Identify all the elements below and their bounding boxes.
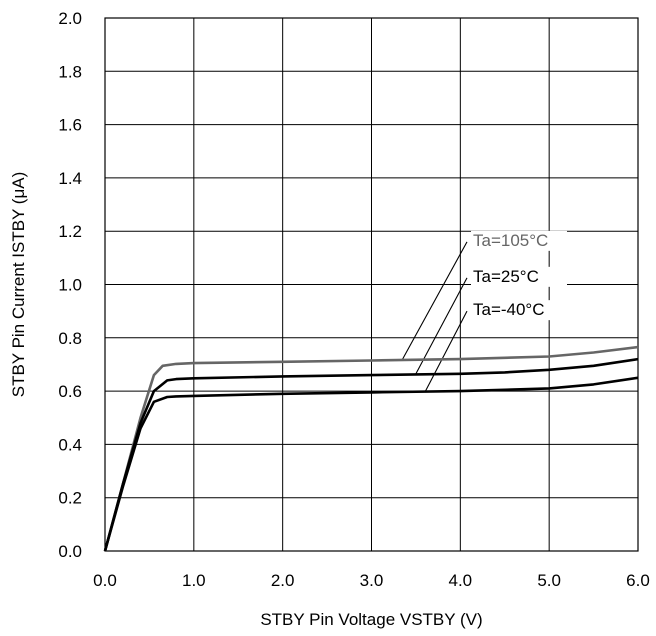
series-label-2: Ta=-40°C (473, 300, 545, 319)
x-tick-label: 2.0 (271, 571, 295, 590)
y-tick-label: 1.4 (58, 169, 82, 188)
series-line-0 (103, 345, 639, 552)
series-label-backgrounds (470, 230, 567, 321)
series-lines (103, 345, 639, 552)
annotation-leader-2 (424, 310, 468, 393)
series-label-bg-0 (470, 230, 567, 251)
y-tick-label: 0.8 (58, 329, 82, 348)
x-tick-labels: 0.0 1.0 2.0 3.0 4.0 5.0 6.0 (93, 571, 650, 590)
y-tick-labels: 0.0 0.2 0.4 0.6 0.8 1.0 1.2 1.4 1.6 1.8 2.0 (58, 9, 82, 561)
y-tick-label: 1.6 (58, 116, 82, 135)
y-axis-label: STBY Pin Current ISTBY (μA) (9, 172, 28, 398)
x-axis-label: STBY Pin Voltage VSTBY (V) (260, 610, 482, 629)
y-tick-label: 0.0 (58, 542, 82, 561)
annotation-leaders (402, 241, 468, 393)
y-tick-label: 0.4 (58, 435, 82, 454)
y-tick-label: 1.0 (58, 276, 82, 295)
x-tick-label: 1.0 (182, 571, 206, 590)
series-label-1: Ta=25°C (473, 267, 539, 286)
y-tick-label: 2.0 (58, 9, 82, 28)
x-tick-label: 4.0 (449, 571, 473, 590)
y-tick-label: 1.2 (58, 222, 82, 241)
x-tick-label: 3.0 (360, 571, 384, 590)
series-label-bg-1 (470, 266, 567, 287)
x-tick-label: 0.0 (93, 571, 117, 590)
series-label-bg-2 (470, 300, 567, 321)
annotation-leader-1 (415, 277, 468, 375)
y-tick-label: 0.2 (58, 489, 82, 508)
x-tick-label: 5.0 (537, 571, 561, 590)
series-label-0: Ta=105°C (473, 231, 548, 250)
x-tick-label: 6.0 (626, 571, 650, 590)
series-line-2 (103, 376, 639, 552)
annotation-leader-0 (402, 241, 468, 360)
y-tick-label: 0.6 (58, 382, 82, 401)
series-line-1 (103, 357, 639, 552)
series-labels: Ta=105°C Ta=25°C Ta=-40°C (473, 231, 548, 319)
y-tick-label: 1.8 (58, 62, 82, 81)
plot-frame (104, 17, 639, 552)
